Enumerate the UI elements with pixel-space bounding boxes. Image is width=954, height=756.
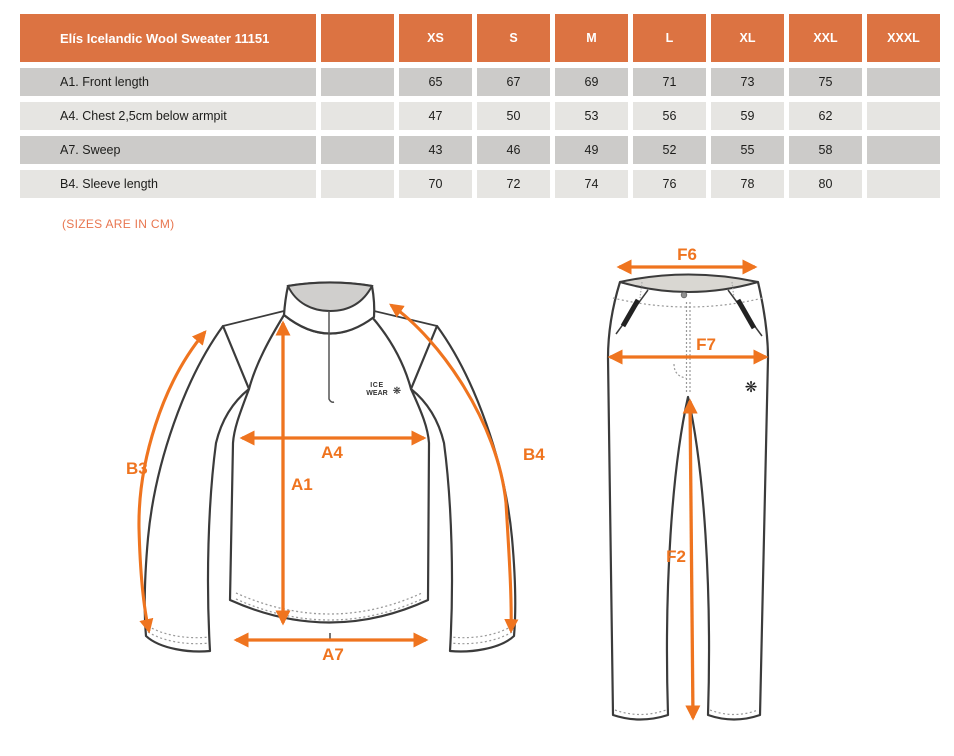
measurement-value: 78 xyxy=(711,170,784,198)
measurement-value: 43 xyxy=(399,136,472,164)
logo-text-wear: WEAR xyxy=(366,390,387,397)
measurement-value: 50 xyxy=(477,102,550,130)
left-shoulder-seam xyxy=(222,310,285,327)
logo-text-ice: ICE xyxy=(370,382,383,389)
measurement-value: 46 xyxy=(477,136,550,164)
measurement-value: 53 xyxy=(555,102,628,130)
measurement-value: 56 xyxy=(633,102,706,130)
waist-button xyxy=(680,291,688,299)
measurement-value: 74 xyxy=(555,170,628,198)
measurement-label: B4. Sleeve length xyxy=(20,170,316,198)
measurement-label: A4. Chest 2,5cm below armpit xyxy=(20,102,316,130)
b4-arrow xyxy=(389,303,519,634)
measurement-value: 67 xyxy=(477,68,550,96)
b4-label: B4 xyxy=(523,445,545,464)
sweater-diagram: ICE WEAR ❋ B3 A4 A1 B4 A7 xyxy=(126,281,545,664)
collar-opening xyxy=(286,281,374,313)
size-header-xl: XL xyxy=(711,14,784,62)
header-spacer-cell xyxy=(321,14,394,62)
measurement-label: A1. Front length xyxy=(20,68,316,96)
measurement-value: 58 xyxy=(789,136,862,164)
sizes-in-cm-note: (SIZES ARE IN CM) xyxy=(62,217,175,231)
measurement-value: 52 xyxy=(633,136,706,164)
measurement-value: 72 xyxy=(477,170,550,198)
row-spacer-cell xyxy=(321,68,394,96)
size-header-m: M xyxy=(555,14,628,62)
size-header-xxxl: XXXL xyxy=(867,14,940,62)
f6-label: F6 xyxy=(677,246,697,264)
table-title: Elís Icelandic Wool Sweater 11151 xyxy=(20,14,316,62)
measurement-value xyxy=(867,170,940,198)
measurement-value: 73 xyxy=(711,68,784,96)
measurement-value xyxy=(867,68,940,96)
measurement-value: 47 xyxy=(399,102,472,130)
logo-snowflake-icon: ❋ xyxy=(393,386,401,397)
size-header-l: L xyxy=(633,14,706,62)
measurement-value: 70 xyxy=(399,170,472,198)
size-chart-table: Elís Icelandic Wool Sweater 11151 XS S M L XL… xyxy=(20,14,940,198)
a7-label: A7 xyxy=(322,645,344,664)
belt-loop xyxy=(639,281,643,299)
measurement-value: 55 xyxy=(711,136,784,164)
row-spacer-cell xyxy=(321,102,394,130)
measurement-value: 69 xyxy=(555,68,628,96)
b3-label: B3 xyxy=(126,459,148,478)
left-pocket-trim xyxy=(620,298,641,328)
f2-arrow xyxy=(682,398,701,721)
measurement-value xyxy=(867,102,940,130)
pants-body xyxy=(606,280,770,721)
pants-waistband xyxy=(619,273,759,293)
right-shoulder-seam xyxy=(373,310,438,327)
measurement-value: 71 xyxy=(633,68,706,96)
pants-snowflake-icon: ❋ xyxy=(745,378,758,396)
fly-hook-stitch xyxy=(673,363,687,379)
a4-label: A4 xyxy=(321,443,343,462)
measurement-value: 49 xyxy=(555,136,628,164)
size-header-xs: XS xyxy=(399,14,472,62)
f2-label: F2 xyxy=(666,547,686,566)
zipper-line xyxy=(328,311,335,403)
size-header-s: S xyxy=(477,14,550,62)
f7-label: F7 xyxy=(696,335,716,354)
left-cuff-stitch xyxy=(147,631,210,645)
a1-label: A1 xyxy=(291,475,313,494)
measurement-value: 62 xyxy=(789,102,862,130)
belt-loop xyxy=(731,281,735,299)
measurement-value: 75 xyxy=(789,68,862,96)
right-pocket-trim xyxy=(735,298,757,330)
row-spacer-cell xyxy=(321,136,394,164)
pants-diagram: ❋ F6 F7 F2 xyxy=(606,246,770,721)
row-spacer-cell xyxy=(321,170,394,198)
right-cuff-stitch xyxy=(450,631,513,645)
measurement-value: 65 xyxy=(399,68,472,96)
measurement-value: 76 xyxy=(633,170,706,198)
b3-arrow xyxy=(137,330,207,634)
size-header-xxl: XXL xyxy=(789,14,862,62)
measurement-label: A7. Sweep xyxy=(20,136,316,164)
measurement-value xyxy=(867,136,940,164)
measurement-value: 80 xyxy=(789,170,862,198)
measurement-value: 59 xyxy=(711,102,784,130)
